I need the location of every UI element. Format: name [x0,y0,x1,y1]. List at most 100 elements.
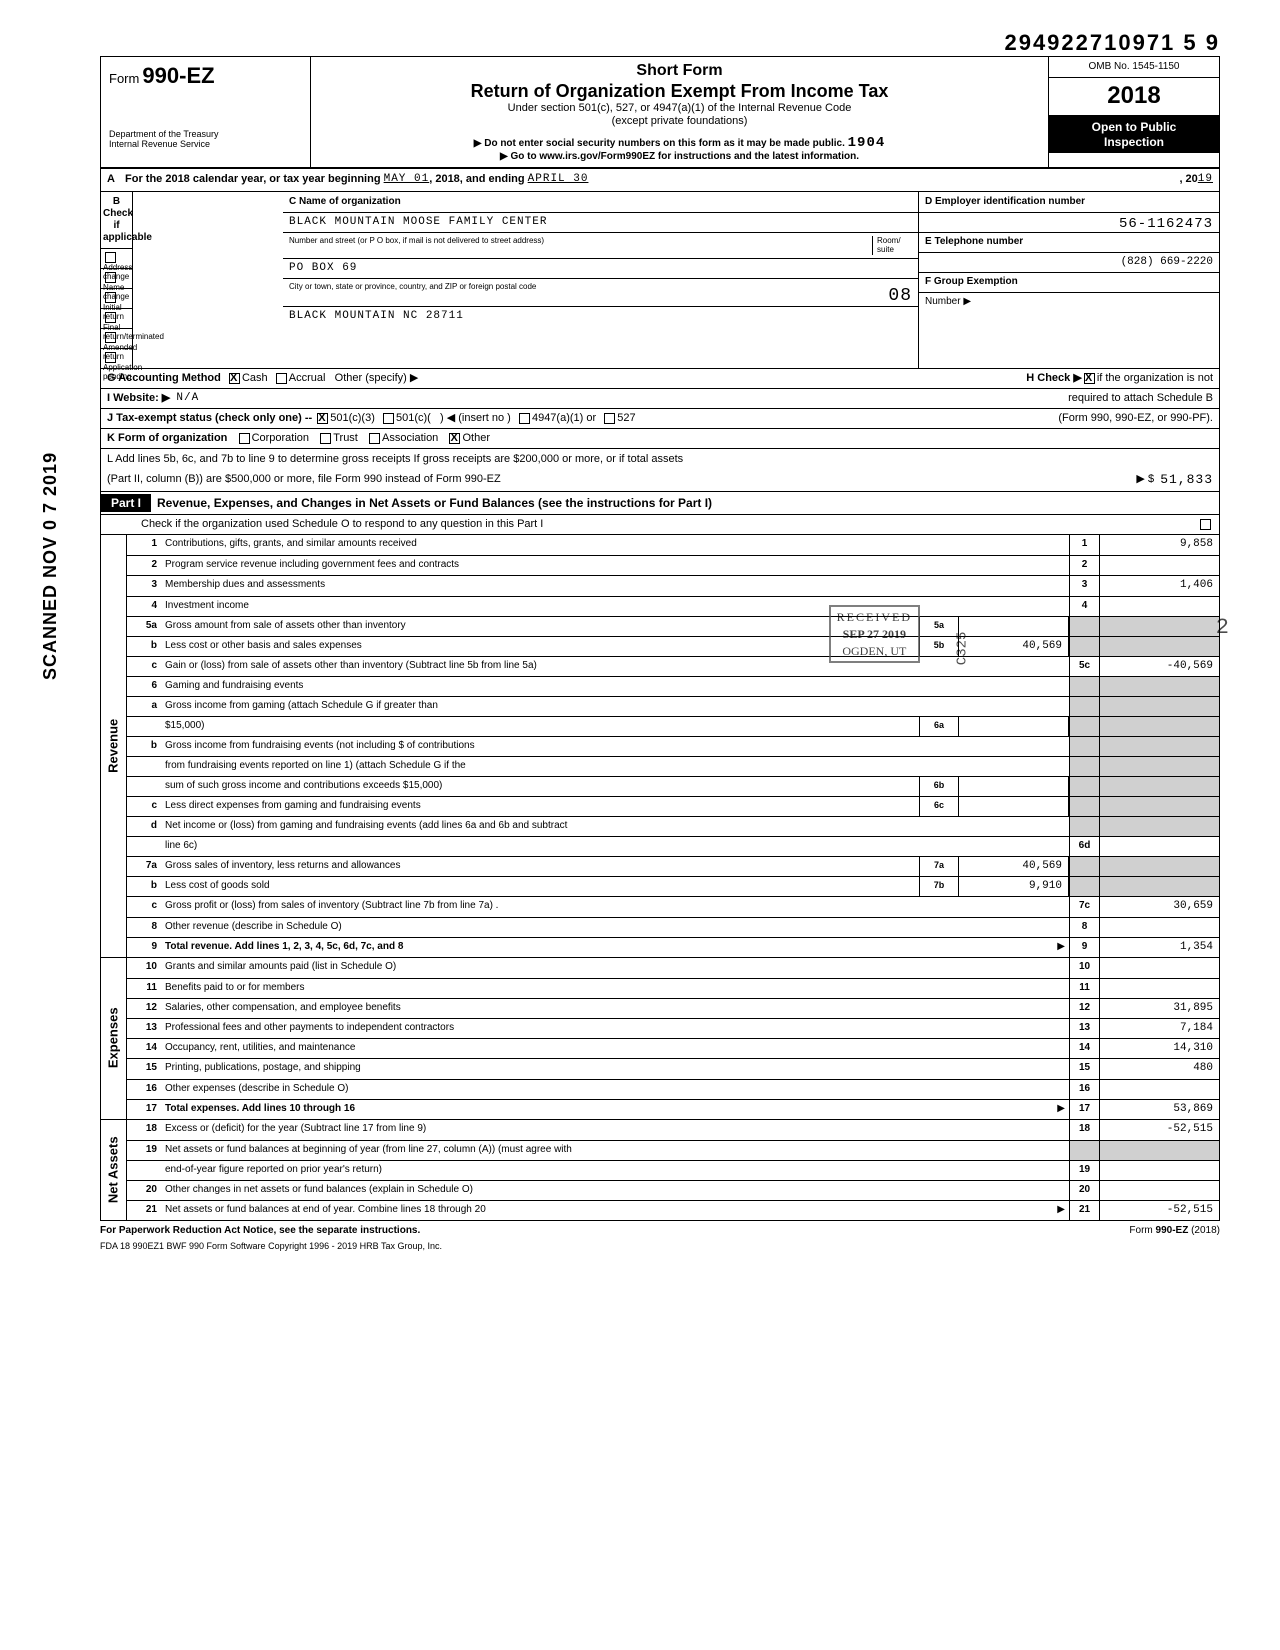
col-b-header: B Check if applicable [101,192,132,248]
form-subtitle: Under section 501(c), 527, or 4947(a)(1)… [319,102,1040,115]
open-to-public: Open to Public Inspection [1049,116,1219,153]
handwritten-1904: 1904 [848,135,886,151]
side-netassets: Net Assets [106,1136,122,1203]
netassets-section: Net Assets 18Excess or (deficit) for the… [100,1120,1220,1221]
cb-501c3[interactable] [317,413,328,424]
department: Department of the Treasury Internal Reve… [109,130,302,150]
telephone-value: (828) 669-2220 [919,252,1219,272]
form-line: bLess cost or other basis and sales expe… [127,636,1219,656]
form-prefix: Form [109,71,139,86]
form-note2: ▶ Go to www.irs.gov/Form990EZ for instru… [319,151,1040,163]
expenses-section: Expenses 10Grants and similar amounts pa… [100,958,1220,1120]
form-line: aGross income from gaming (attach Schedu… [127,696,1219,716]
form-line: cGross profit or (loss) from sales of in… [127,896,1219,916]
form-line: bLess cost of goods sold7b9,910 [127,876,1219,896]
form-line: from fundraising events reported on line… [127,756,1219,776]
omb-number: OMB No. 1545-1150 [1049,57,1219,78]
cb-corp[interactable] [239,433,250,444]
cb-schedule-o[interactable] [1200,519,1211,530]
room-label: Room/ suite [877,236,912,255]
footer-line2: FDA 18 990EZ1 BWF 990 Form Software Copy… [100,1237,1220,1252]
street-label: Number and street (or P O box, if mail i… [289,236,872,246]
row-a-tax-year: A For the 2018 calendar year, or tax yea… [100,169,1220,191]
row-i: I Website: ▶ N/A required to attach Sche… [100,389,1220,409]
part1-label: Part I [101,494,151,512]
group-exemption-number: Number ▶ [919,292,1219,312]
part1-check-row: Check if the organization used Schedule … [100,515,1220,535]
city-value: BLACK MOUNTAIN NC 28711 [283,306,918,326]
side-expenses: Expenses [106,1008,122,1069]
row-k: K Form of organization Corporation Trust… [100,429,1220,449]
col-d-header: D Employer identification number [919,192,1219,212]
form-line: 13Professional fees and other payments t… [127,1018,1219,1038]
cb-cash[interactable] [229,373,240,384]
received-stamp: RECEIVED SEP 27 2019 OGDEN, UT [829,605,920,663]
form-line: 6Gaming and fundraising events [127,676,1219,696]
cb-h[interactable] [1084,373,1095,384]
form-line: 16Other expenses (describe in Schedule O… [127,1079,1219,1099]
form-line: 8Other revenue (describe in Schedule O)8 [127,917,1219,937]
form-line: 3Membership dues and assessments31,406 [127,575,1219,595]
form-line: 1Contributions, gifts, grants, and simil… [127,535,1219,555]
col-c-header: C Name of organization [283,192,918,212]
scanned-stamp: SCANNED NOV 0 7 2019 [40,452,62,680]
row-j: J Tax-exempt status (check only one) -- … [100,409,1220,429]
form-line: 2Program service revenue including gover… [127,555,1219,575]
form-line: end-of-year figure reported on prior yea… [127,1160,1219,1180]
form-line: 5aGross amount from sale of assets other… [127,616,1219,636]
form-line: 14Occupancy, rent, utilities, and mainte… [127,1038,1219,1058]
form-line: 19Net assets or fund balances at beginni… [127,1140,1219,1160]
form-line: 7aGross sales of inventory, less returns… [127,856,1219,876]
form-line: bGross income from fundraising events (n… [127,736,1219,756]
cb-527[interactable] [604,413,615,424]
cb-assoc[interactable] [369,433,380,444]
form-line: 4Investment income4 [127,596,1219,616]
group-exemption-label: F Group Exemption [919,272,1219,292]
form-line: 11Benefits paid to or for members11 [127,978,1219,998]
document-number: 294922710971 5 9 [100,30,1220,56]
cb-accrual[interactable] [276,373,287,384]
form-subtitle2: (except private foundations) [319,115,1040,128]
tax-year: 2018 [1049,78,1219,116]
row-g-h: G Accounting Method Cash Accrual Other (… [100,369,1220,389]
cb-501c[interactable] [383,413,394,424]
form-title: Return of Organization Exempt From Incom… [319,81,1040,103]
footer-left: For Paperwork Reduction Act Notice, see … [100,1225,420,1237]
side-revenue: Revenue [106,719,122,773]
form-header: Form 990-EZ Department of the Treasury I… [100,56,1220,169]
form-number: 990-EZ [142,63,214,88]
gross-receipts: 51,833 [1160,472,1213,488]
form-line: line 6c)6d [127,836,1219,856]
form-line: 18Excess or (deficit) for the year (Subt… [127,1120,1219,1140]
row-l1: L Add lines 5b, 6c, and 7b to line 9 to … [100,449,1220,469]
form-line: cLess direct expenses from gaming and fu… [127,796,1219,816]
form-line: dNet income or (loss) from gaming and fu… [127,816,1219,836]
form-line: $15,000)6a [127,716,1219,736]
form-line: 9Total revenue. Add lines 1, 2, 3, 4, 5c… [127,937,1219,957]
form-line: 10Grants and similar amounts paid (list … [127,958,1219,978]
form-line: 15Printing, publications, postage, and s… [127,1058,1219,1078]
stamp-08: 08 [888,286,912,308]
cb-trust[interactable] [320,433,331,444]
short-form-label: Short Form [319,61,1040,80]
form-note1: ▶ Do not enter social security numbers o… [319,135,1040,152]
org-name: BLACK MOUNTAIN MOOSE FAMILY CENTER [283,212,918,232]
telephone-label: E Telephone number [919,232,1219,252]
city-label: City or town, state or province, country… [289,282,888,304]
street-value: PO BOX 69 [283,258,918,278]
footer: For Paperwork Reduction Act Notice, see … [100,1221,1220,1237]
cb-other[interactable] [449,433,460,444]
form-line: 12Salaries, other compensation, and empl… [127,998,1219,1018]
form-line: cGain or (loss) from sale of assets othe… [127,656,1219,676]
cb-4947[interactable] [519,413,530,424]
form-line: 17Total expenses. Add lines 10 through 1… [127,1099,1219,1119]
footer-right: Form 990-EZ (2018) [1129,1225,1220,1237]
part1-header-row: Part I Revenue, Expenses, and Changes in… [100,492,1220,515]
row-l2: (Part II, column (B)) are $500,000 or mo… [100,469,1220,492]
revenue-section: Revenue 1Contributions, gifts, grants, a… [100,535,1220,957]
form-line: sum of such gross income and contributio… [127,776,1219,796]
cb-address-change[interactable]: Address change [101,248,132,268]
org-info-grid: B Check if applicable Address change Nam… [100,192,1220,369]
part1-title: Revenue, Expenses, and Changes in Net As… [151,492,1219,514]
form-line: 21Net assets or fund balances at end of … [127,1200,1219,1220]
